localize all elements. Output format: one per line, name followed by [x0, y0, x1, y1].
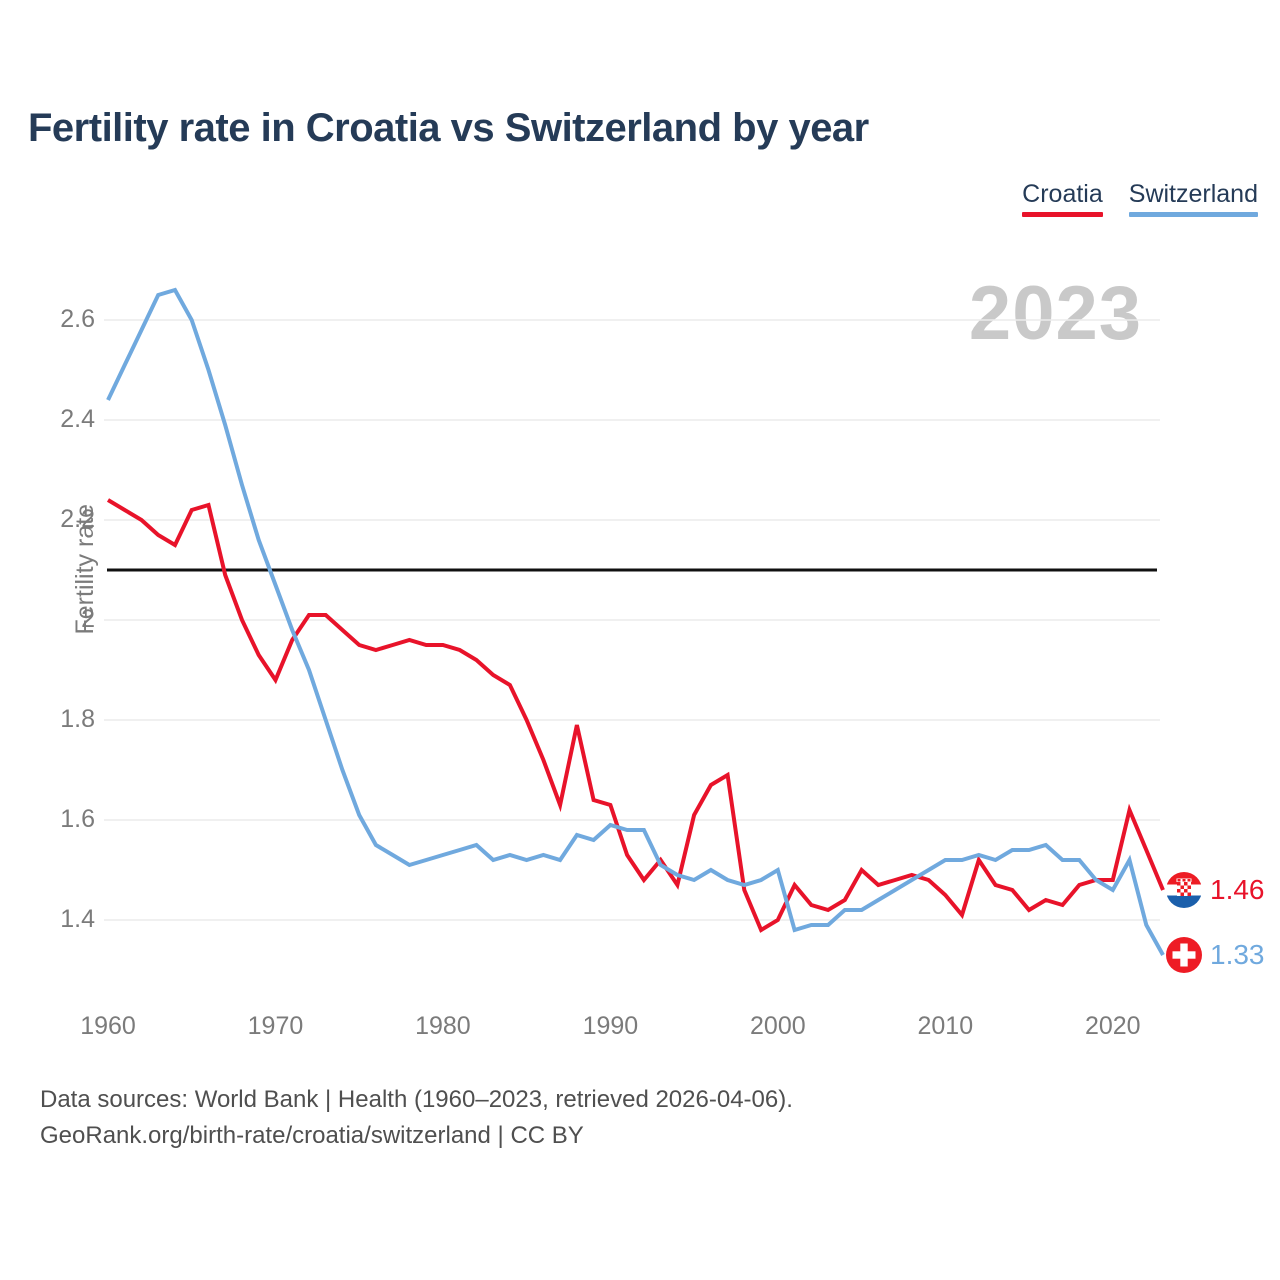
y-tick-label: 1.4 [60, 905, 95, 933]
x-tick-label: 1980 [415, 1012, 471, 1040]
source-line-1: Data sources: World Bank | Health (1960–… [40, 1086, 793, 1113]
x-tick-label: 2000 [750, 1012, 806, 1040]
legend-swatch-switzerland [1128, 212, 1258, 217]
x-tick-label: 2010 [917, 1012, 974, 1040]
end-value-switzerland: 1.33 [1210, 939, 1265, 970]
x-tick-label: 1990 [582, 1012, 639, 1040]
y-tick-label: 2.4 [60, 405, 95, 433]
y-tick-label: 1.6 [60, 805, 95, 833]
croatia-flag-icon [1166, 872, 1202, 908]
series-line-croatia [106, 498, 1165, 933]
series-line-switzerland [106, 287, 1165, 956]
legend-label-switzerland: Switzerland [1128, 180, 1258, 208]
switzerland-flag-icon [1166, 937, 1202, 973]
legend-swatch-croatia [1022, 212, 1103, 217]
year-watermark: 2023 [968, 271, 1142, 356]
page-title: Fertility rate in Croatia vs Switzerland… [28, 106, 869, 150]
x-tick-label: 1960 [80, 1012, 136, 1040]
y-tick-label: 1.8 [60, 705, 95, 733]
y-tick-label: 2 [81, 605, 95, 633]
legend-item-switzerland[interactable]: Switzerland [1128, 180, 1258, 217]
legend: Croatia Switzerland [1022, 180, 1258, 217]
source-line-2: GeoRank.org/birth-rate/croatia/switzerla… [40, 1122, 584, 1149]
source-attribution: Data sources: World Bank | Health (1960–… [40, 1082, 793, 1154]
end-value-croatia: 1.46 [1210, 874, 1265, 905]
end-label-switzerland: 1.33 [1166, 937, 1265, 973]
end-label-croatia: 1.46 [1166, 872, 1265, 908]
y-tick-label: 2.2 [60, 505, 95, 533]
y-tick-label: 2.6 [60, 305, 95, 333]
legend-label-croatia: Croatia [1022, 180, 1103, 208]
x-tick-label: 2020 [1084, 1012, 1141, 1040]
legend-item-croatia[interactable]: Croatia [1022, 180, 1103, 217]
x-tick-label: 1970 [247, 1012, 304, 1040]
